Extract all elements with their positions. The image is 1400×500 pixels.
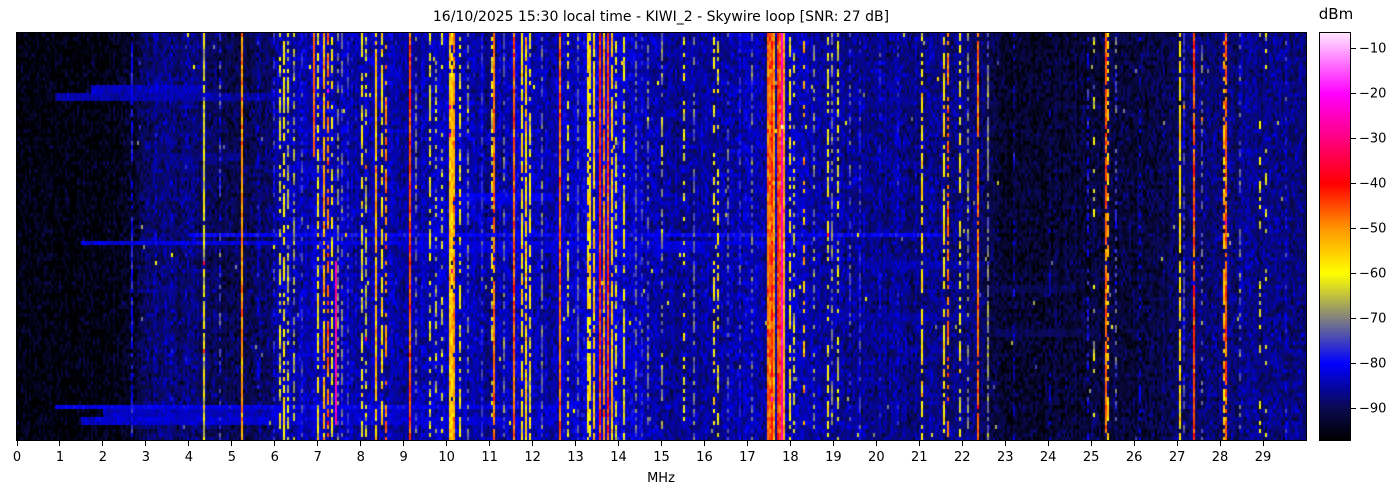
x-tick-mark <box>188 441 190 446</box>
x-tick-mark <box>1262 441 1264 446</box>
colorbar-tick-label: −10 <box>1359 41 1387 57</box>
x-tick-label: 10 <box>438 450 455 465</box>
colorbar-tick-label: −20 <box>1359 86 1387 102</box>
waterfall-canvas <box>17 33 1306 440</box>
x-tick-mark <box>145 441 147 446</box>
x-tick-label: 13 <box>567 450 584 465</box>
x-tick-mark <box>618 441 620 446</box>
x-tick-label: 27 <box>1168 450 1186 465</box>
x-tick-mark <box>102 441 104 446</box>
x-axis-label: MHz <box>647 471 675 486</box>
x-tick-mark <box>489 441 491 446</box>
x-tick-label: 3 <box>141 450 151 465</box>
x-tick-mark <box>532 441 534 446</box>
chart-title: 16/10/2025 15:30 local time - KIWI_2 - S… <box>432 9 890 25</box>
colorbar <box>1319 32 1351 441</box>
x-tick-mark <box>789 441 791 446</box>
x-tick-mark <box>403 441 405 446</box>
x-tick-label: 19 <box>825 450 842 465</box>
x-tick-label: 18 <box>782 450 799 465</box>
colorbar-gradient <box>1320 33 1350 440</box>
x-tick-mark <box>918 441 920 446</box>
colorbar-tick-mark <box>1351 228 1356 230</box>
x-tick-label: 7 <box>313 450 322 465</box>
x-tick-label: 5 <box>227 450 236 465</box>
x-tick-label: 1 <box>55 450 65 465</box>
colorbar-tick-mark <box>1351 48 1356 50</box>
x-tick-mark <box>703 441 705 446</box>
x-tick-mark <box>575 441 577 446</box>
x-tick-mark <box>661 441 662 446</box>
x-tick-label: 11 <box>481 450 498 465</box>
x-tick-mark <box>832 441 834 446</box>
x-tick-label: 20 <box>868 450 885 465</box>
x-tick-label: 23 <box>996 450 1014 465</box>
waterfall-plot <box>16 32 1307 441</box>
x-tick-mark <box>961 441 963 446</box>
x-tick-mark <box>1047 441 1049 446</box>
colorbar-tick-label: −80 <box>1359 356 1387 372</box>
colorbar-tick-mark <box>1351 363 1356 365</box>
x-tick-label: 26 <box>1125 450 1143 465</box>
colorbar-tick-mark <box>1351 138 1356 140</box>
x-tick-mark <box>1090 441 1092 446</box>
x-tick-mark <box>746 441 748 446</box>
x-tick-label: 14 <box>610 450 627 465</box>
x-tick-label: 16 <box>696 450 713 465</box>
x-tick-label: 29 <box>1254 450 1272 465</box>
x-tick-mark <box>317 441 319 446</box>
x-tick-label: 28 <box>1211 450 1229 465</box>
x-tick-mark <box>1219 441 1221 446</box>
colorbar-tick-mark <box>1351 183 1356 185</box>
x-tick-mark <box>1133 441 1135 446</box>
x-tick-label: 4 <box>184 450 193 465</box>
x-tick-mark <box>231 441 233 446</box>
colorbar-tick-mark <box>1351 273 1356 275</box>
x-tick-mark <box>875 441 877 446</box>
x-tick-label: 8 <box>356 450 365 465</box>
x-tick-label: 17 <box>739 450 756 465</box>
colorbar-tick-mark <box>1351 408 1356 410</box>
x-tick-label: 25 <box>1082 450 1100 465</box>
colorbar-tick-mark <box>1351 93 1356 95</box>
colorbar-tick-label: −40 <box>1359 176 1387 192</box>
colorbar-tick-label: −30 <box>1359 131 1387 147</box>
x-tick-mark <box>1004 441 1006 446</box>
x-tick-mark <box>360 441 362 446</box>
x-tick-mark <box>446 441 448 446</box>
x-tick-label: 22 <box>953 450 971 465</box>
x-tick-mark <box>274 441 276 446</box>
x-tick-label: 15 <box>653 450 670 465</box>
x-tick-mark <box>16 441 18 446</box>
colorbar-tick-label: −60 <box>1359 266 1387 282</box>
colorbar-tick-label: −50 <box>1359 221 1387 237</box>
x-tick-label: 24 <box>1039 450 1057 465</box>
x-tick-label: 6 <box>270 450 279 465</box>
colorbar-label: dBm <box>1318 5 1354 23</box>
x-tick-label: 9 <box>399 450 408 465</box>
colorbar-tick-label: −70 <box>1359 311 1387 327</box>
x-tick-label: 21 <box>911 450 928 465</box>
x-tick-mark <box>1176 441 1178 446</box>
x-tick-label: 12 <box>524 450 541 465</box>
colorbar-tick-mark <box>1351 318 1356 320</box>
colorbar-tick-label: −90 <box>1359 401 1387 417</box>
x-tick-label: 2 <box>98 450 108 465</box>
x-tick-mark <box>59 441 61 446</box>
x-tick-label: 0 <box>12 450 22 465</box>
